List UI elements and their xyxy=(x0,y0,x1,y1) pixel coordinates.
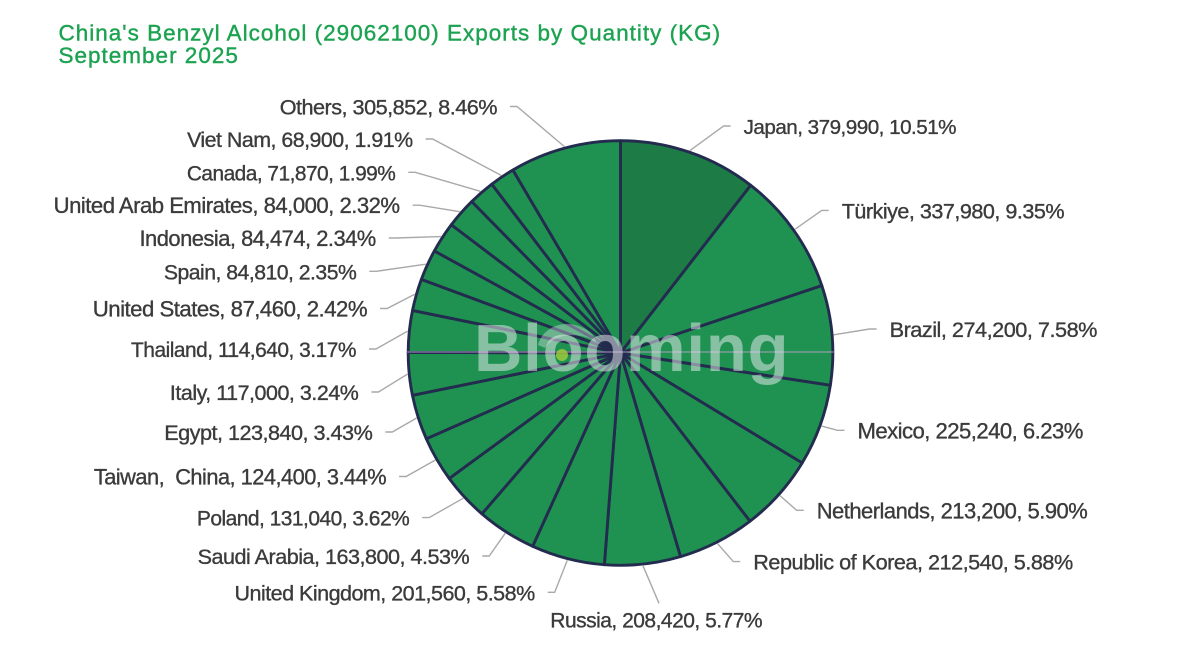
svg-text:Netherlands, 213,200, 5.90%: Netherlands, 213,200, 5.90% xyxy=(817,498,1088,523)
svg-text:Poland, 131,040, 3.62%: Poland, 131,040, 3.62% xyxy=(197,508,409,531)
svg-text:Russia, 208,420, 5.77%: Russia, 208,420, 5.77% xyxy=(550,609,762,632)
svg-text:Indonesia, 84,474, 2.34%: Indonesia, 84,474, 2.34% xyxy=(139,226,375,251)
svg-text:United Kingdom, 201,560, 5.58%: United Kingdom, 201,560, 5.58% xyxy=(235,581,536,605)
svg-text:Republic of Korea, 212,540, 5.: Republic of Korea, 212,540, 5.88% xyxy=(753,550,1073,575)
svg-text:Canada, 71,870, 1.99%: Canada, 71,870, 1.99% xyxy=(187,162,395,185)
svg-text:Mexico, 225,240, 6.23%: Mexico, 225,240, 6.23% xyxy=(858,418,1083,443)
svg-text:Others, 305,852, 8.46%: Others, 305,852, 8.46% xyxy=(280,95,498,120)
svg-text:Egypt, 123,840, 3.43%: Egypt, 123,840, 3.43% xyxy=(164,420,372,445)
svg-text:United States, 87,460, 2.42%: United States, 87,460, 2.42% xyxy=(93,297,367,322)
svg-text:Thailand, 114,640, 3.17%: Thailand, 114,640, 3.17% xyxy=(131,339,356,362)
svg-text:Türkiye, 337,980, 9.35%: Türkiye, 337,980, 9.35% xyxy=(842,198,1065,223)
svg-text:Japan, 379,990, 10.51%: Japan, 379,990, 10.51% xyxy=(744,116,957,139)
svg-text:September 2025: September 2025 xyxy=(59,43,239,68)
svg-text:Blooming: Blooming xyxy=(474,311,789,386)
svg-text:Saudi Arabia, 163,800, 4.53%: Saudi Arabia, 163,800, 4.53% xyxy=(198,544,470,569)
svg-text:Spain, 84,810, 2.35%: Spain, 84,810, 2.35% xyxy=(164,261,357,284)
svg-text:Viet Nam, 68,900, 1.91%: Viet Nam, 68,900, 1.91% xyxy=(187,128,413,152)
svg-text:United Arab Emirates, 84,000,: United Arab Emirates, 84,000, 2.32% xyxy=(54,193,400,218)
svg-text:China's Benzyl Alcohol (290621: China's Benzyl Alcohol (29062100) Export… xyxy=(59,20,722,45)
svg-text:Italy, 117,000, 3.24%: Italy, 117,000, 3.24% xyxy=(170,381,359,405)
svg-text:Taiwan, China, 124,400, 3.44%: Taiwan, China, 124,400, 3.44% xyxy=(94,465,386,490)
svg-text:Brazil, 274,200, 7.58%: Brazil, 274,200, 7.58% xyxy=(890,317,1098,342)
